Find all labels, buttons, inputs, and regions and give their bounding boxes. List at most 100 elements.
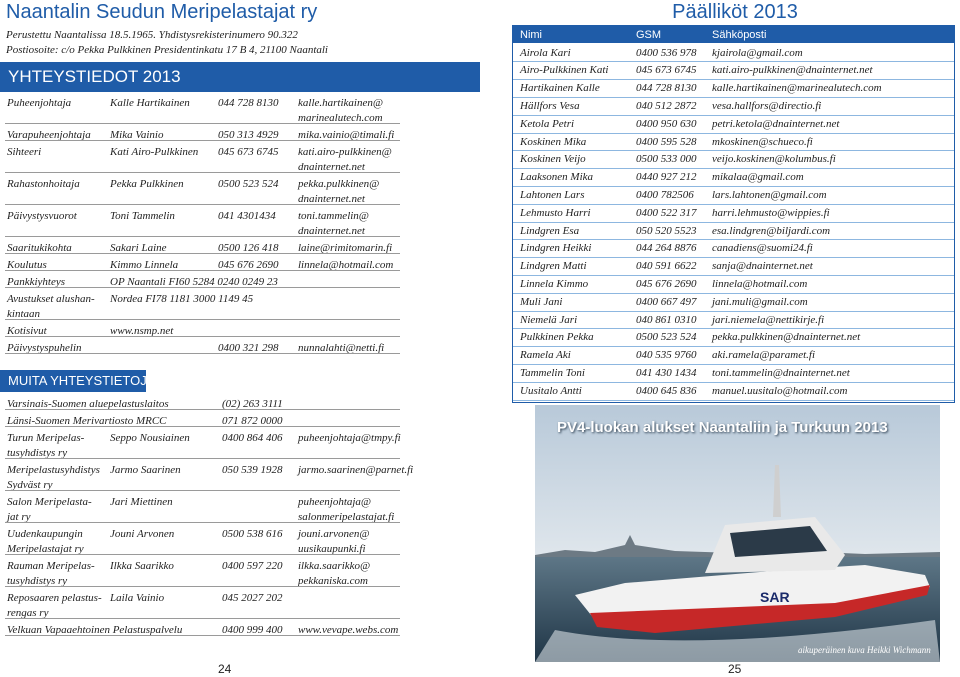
cell-role: Turun Meripelas- [7, 432, 85, 444]
cell-role: Uudenkaupungin [7, 528, 83, 540]
cell-email: kati.airo-pulkkinen@ [298, 146, 392, 158]
table-cell: kati.airo-pulkkinen@dnainternet.net [712, 64, 873, 77]
cell-email: marinealutech.com [298, 112, 383, 124]
table-cell: Tammelin Toni [520, 366, 585, 379]
cell-email: ilkka.saarikko@ [298, 560, 371, 572]
cell-name: www.nsmp.net [110, 325, 174, 337]
cell-role: Velkuan Vapaaehtoinen Pelastuspalvelu [7, 624, 183, 636]
table-row-line [513, 328, 954, 330]
table-row-line [513, 274, 954, 276]
cell-role: Reposaaren pelastus- [7, 592, 102, 604]
row-separator [5, 319, 400, 320]
header-cell: GSM [636, 29, 662, 41]
cell-phone: (02) 263 3111 [222, 398, 283, 410]
cell-phone: 0500 126 418 [218, 242, 279, 254]
hull-text: SAR [760, 589, 790, 605]
table-cell: Lindgren Esa [520, 224, 580, 237]
table-cell: manuel.uusitalo@hotmail.com [712, 384, 848, 397]
cell-phone: 050 539 1928 [222, 464, 283, 476]
table-cell: Ketola Petri [520, 117, 575, 130]
cell-name: Seppo Nousiainen [110, 432, 190, 444]
table-row-line [513, 310, 954, 312]
cell-phone: 041 4301434 [218, 210, 276, 222]
table-cell: Lehmusto Harri [520, 206, 591, 219]
cell-email: dnainternet.net [298, 225, 365, 237]
table-cell: 0400 522 317 [636, 206, 697, 219]
cell-role: Meripelastusyhdistys [7, 464, 100, 476]
cell-phone: 044 728 8130 [218, 97, 279, 109]
row-separator [5, 336, 400, 337]
table-cell: petri.ketola@dnainternet.net [712, 117, 840, 130]
row-separator [5, 586, 400, 587]
row-separator [5, 409, 400, 410]
page-number: 25 [728, 662, 742, 676]
cell-role: tusyhdistys ry [7, 447, 68, 459]
photo-caption: PV4-luokan alukset Naantaliin ja Turkuun… [557, 419, 888, 436]
cell-name: Nordea FI78 1181 3000 1149 45 [110, 293, 254, 305]
photo-credit: aikuperäinen kuva Heikki Wichmann [798, 645, 931, 655]
cell-role: Saaritukikohta [7, 242, 72, 254]
table-cell: kjairola@gmail.com [712, 46, 803, 59]
table-cell: Lindgren Heikki [520, 242, 592, 255]
table-cell: 0500 533 000 [636, 153, 697, 166]
cell-role: Varsinais-Suomen aluepelastuslaitos [7, 398, 169, 410]
cell-email: dnainternet.net [298, 193, 365, 205]
cell-name: Laila Vainio [110, 592, 165, 604]
row-separator [5, 458, 400, 459]
table-cell: sanja@dnainternet.net [712, 260, 813, 273]
table-cell: mikalaa@gmail.com [712, 171, 804, 184]
table-cell: Pulkkinen Pekka [520, 331, 594, 344]
table-cell: Koskinen Mika [520, 135, 587, 148]
table-cell: Lahtonen Lars [520, 188, 585, 201]
table-row-line [513, 203, 954, 205]
table-row-line [513, 346, 954, 348]
table-cell: Laaksonen Mika [520, 171, 594, 184]
table-cell: jani.muli@gmail.com [712, 295, 808, 308]
table-header [513, 26, 954, 43]
address-line: Postiosoite: c/o Pekka Pulkkinen Preside… [6, 44, 328, 56]
table-cell: 050 520 5523 [636, 224, 697, 237]
section-bar [0, 370, 146, 392]
cell-role: Länsi-Suomen Merivartiosto MRCC [7, 415, 167, 427]
cell-email: uusikaupunki.fi [298, 543, 366, 555]
table-cell: vesa.hallfors@directio.fi [712, 99, 822, 112]
table-cell: jari.niemela@nettikirje.fi [712, 313, 825, 326]
cell-email: linnela@hotmail.com [298, 259, 394, 271]
cell-role: Sihteeri [7, 146, 42, 158]
boat-stripe [590, 585, 930, 633]
cell-email: jouni.arvonen@ [298, 528, 370, 540]
cell-name: OP Naantali FI60 5284 0240 0249 23 [110, 276, 278, 288]
boat-mast [773, 465, 781, 517]
cell-email: nunnalahti@netti.fi [298, 342, 385, 354]
table-cell: harri.lehmusto@wippies.fi [712, 206, 830, 219]
table-cell: mkoskinen@schueco.fi [712, 135, 813, 148]
cell-role: kintaan [7, 308, 40, 320]
cell-name: Pekka Pulkkinen [110, 178, 184, 190]
table-row-line [513, 221, 954, 223]
cell-phone: 045 2027 202 [222, 592, 283, 604]
cell-role: Rauman Meripelas- [7, 560, 95, 572]
table-cell: veijo.koskinen@kolumbus.fi [712, 153, 836, 166]
page-title: Naantalin Seudun Meripelastajat ry [6, 1, 318, 23]
cell-role: jat ry [7, 511, 31, 523]
cell-role: Salon Meripelasta- [7, 496, 92, 508]
table-cell: lars.lahtonen@gmail.com [712, 188, 827, 201]
row-separator [5, 554, 400, 555]
cell-role: Kotisivut [7, 325, 47, 337]
section-title: MUITA YHTEYSTIETOJA [8, 373, 156, 388]
cell-phone: 0400 999 400 [222, 624, 283, 636]
cell-phone: 050 313 4929 [218, 129, 279, 141]
table-cell: 0400 782506 [636, 188, 694, 201]
cell-role: Sydväst ry [7, 479, 53, 491]
cell-phone: 0500 538 616 [222, 528, 283, 540]
cell-email: dnainternet.net [298, 161, 365, 173]
table-cell: toni.tammelin@dnainternet.net [712, 366, 850, 379]
cell-email: jarmo.saarinen@parnet.fi [298, 464, 414, 476]
table-cell: Muli Jani [520, 295, 563, 308]
row-separator [5, 270, 400, 271]
row-separator [5, 522, 400, 523]
cell-role: Meripelastajat ry [7, 543, 84, 555]
table-cell: 040 861 0310 [636, 313, 697, 326]
cell-phone: 0400 864 406 [222, 432, 283, 444]
